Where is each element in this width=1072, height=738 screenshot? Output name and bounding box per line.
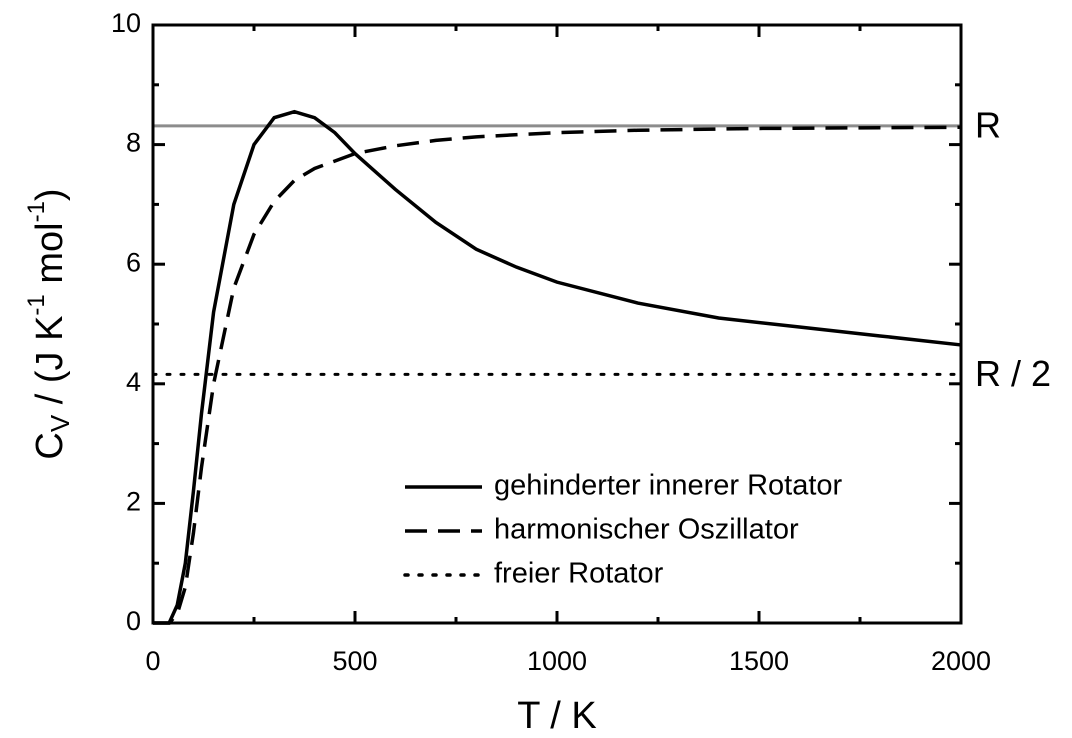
y-axis-label-part: V — [45, 414, 75, 432]
y-axis-label-part: mol — [29, 222, 71, 294]
y-axis-label-part: -1 — [23, 201, 50, 222]
x-tick-label: 1500 — [729, 646, 789, 676]
legend-label: gehinderter innerer Rotator — [494, 470, 843, 502]
y-axis-label-part: / (J K — [29, 316, 71, 415]
x-tick-label: 1000 — [527, 646, 587, 676]
x-tick-label: 2000 — [931, 646, 991, 676]
y-axis-label-part: -1 — [23, 294, 50, 315]
x-tick-label: 0 — [145, 646, 160, 676]
x-tick-label: 500 — [332, 646, 377, 676]
legend-label: harmonischer Oszillator — [494, 514, 799, 546]
line — [153, 109, 962, 625]
y-tick-label: 10 — [111, 8, 141, 38]
y-tick-label: 6 — [126, 247, 141, 277]
legend-label: freier Rotator — [494, 558, 664, 590]
y-tick-label: 8 — [126, 128, 141, 158]
x-axis-label: T / K — [517, 695, 597, 737]
y-axis-label: CV / (J K-1 mol-1) — [23, 188, 75, 459]
annotation: R / 2 — [975, 353, 1051, 394]
y-tick-label: 4 — [126, 367, 141, 397]
y-tick-label: 2 — [126, 487, 141, 517]
y-tick-label: 0 — [126, 606, 141, 636]
y-axis-label-part: ) — [29, 188, 71, 201]
y-axis-label-part: C — [29, 432, 71, 459]
line — [153, 125, 962, 625]
annotation: R — [975, 104, 1001, 145]
